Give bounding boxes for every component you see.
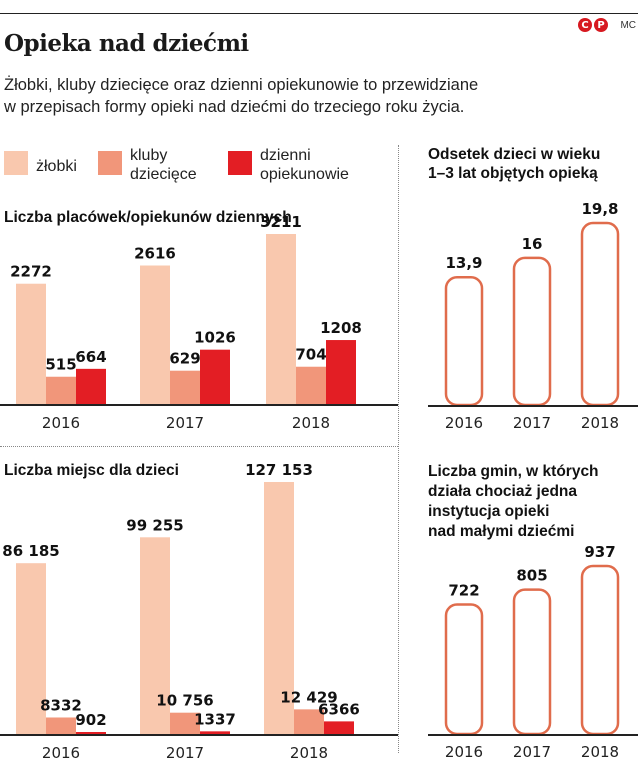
year-label-c1-2017: 2017 [166,744,204,760]
chart-title-gminy: Liczba gmin, w których działa chociaż je… [428,462,599,542]
pill-bar-c2-2018 [580,221,620,407]
chart-title-gminy-line3: instytucja opieki [428,503,550,520]
pill-bar-c3-2017 [512,588,552,736]
chart-title-gminy-line2: działa chociaż jedna [428,483,578,500]
author-initials: MC [620,20,636,31]
year-label-c2-2016: 2016 [445,414,483,432]
pill-bar-c2-2017 [512,256,552,407]
chart-title-gminy-line1: Liczba gmin, w których [428,463,599,480]
chart-title-odsetek-line2: 1–3 lat objętych opieką [428,165,598,182]
pill-bar-c2-2016 [444,275,484,407]
bar-c1-2018-kluby [294,709,324,734]
value-label-c2-2016: 13,9 [445,254,482,272]
value-label-c1-2017-zlobki: 99 255 [126,516,183,534]
legend-label-opiekunowie: dzienni opiekunowie [260,146,349,184]
bar-c1-2017-opiekunowie [200,731,230,734]
value-label-c1-2018-zlobki: 127 153 [245,461,313,479]
value-label-c1-2018-opiekunowie: 6366 [318,700,360,718]
legend-label-zlobki: żłobki [36,158,77,175]
value-label-c3-2016: 722 [448,582,479,600]
year-label-c1-2016: 2016 [42,744,80,760]
page-title: Opieka nad dziećmi [4,30,249,57]
value-label-c3-2017: 805 [516,567,547,585]
chart-title-placowki: Liczba placówek/opiekunów dziennych [4,209,292,226]
value-label-c0-2018-kluby: 704 [295,346,326,364]
chart-title-odsetek: Odsetek dzieci w wieku 1–3 lat objętych … [428,145,600,183]
top-rule [0,13,638,14]
bar-c0-2016-opiekunowie [76,368,106,404]
legend-item-kluby: kluby dziecięce [98,146,197,184]
year-label-c3-2016: 2016 [445,743,483,760]
bar-c0-2016-kluby [46,376,76,404]
legend-swatch-zlobki [4,151,28,175]
legend-swatch-kluby [98,151,122,175]
bar-c1-2017-zlobki [140,537,170,734]
value-label-c3-2018: 937 [584,543,615,561]
legend-label-opiekunowie-line1: dzienni [260,147,311,164]
pill-bar-c3-2016 [444,603,484,736]
value-label-c0-2018-zlobki: 3211 [260,213,302,231]
value-label-c0-2016-opiekunowie: 664 [75,348,106,366]
chart-title-odsetek-line1: Odsetek dzieci w wieku [428,146,601,163]
bar-c1-2016-zlobki [16,563,46,734]
chart-title-miejsca: Liczba miejsc dla dzieci [4,462,179,479]
value-label-c0-2016-zlobki: 2272 [10,263,52,281]
legend-label-kluby: kluby dziecięce [130,146,197,184]
value-label-c1-2017-kluby: 10 756 [156,692,213,710]
legend-swatch-opiekunowie [228,151,252,175]
year-label-c2-2018: 2018 [581,414,619,432]
value-label-c1-2018-kluby: 12 429 [280,688,337,706]
year-label-c3-2018: 2018 [581,743,619,760]
value-label-c1-2016-zlobki: 86 185 [2,542,59,560]
bar-c0-2016-zlobki [16,283,46,404]
value-label-c2-2018: 19,8 [581,200,618,218]
legend: żłobki kluby dziecięce dzienni opiekunow… [2,146,382,186]
year-label-c0-2016: 2016 [42,414,80,432]
value-label-c0-2017-zlobki: 2616 [134,245,176,263]
value-label-c0-2018-opiekunowie: 1208 [320,319,362,337]
bar-c1-2017-kluby [170,712,200,734]
legend-item-zlobki: żłobki [4,146,77,176]
bar-c0-2018-zlobki [266,234,296,404]
year-label-c0-2017: 2017 [166,414,204,432]
value-label-c0-2016-kluby: 515 [45,356,76,374]
publisher-logo: C P [578,18,608,34]
lead-text: Żłobki, kluby dziecięce oraz dzienni opi… [4,74,604,118]
legend-item-opiekunowie: dzienni opiekunowie [228,146,349,184]
year-label-c3-2017: 2017 [513,743,551,760]
pill-bar-c3-2018 [580,564,620,736]
year-label-c2-2017: 2017 [513,414,551,432]
bar-c0-2018-opiekunowie [326,340,356,404]
bar-c0-2017-opiekunowie [200,349,230,404]
bar-c1-2016-opiekunowie [76,732,106,734]
legend-label-kluby-line2: dziecięce [130,166,197,183]
logo-letter-p: P [594,18,608,32]
bar-c0-2017-zlobki [140,265,170,404]
lead-line-2: w przepisach formy opieki nad dziećmi do… [4,98,465,116]
value-label-c1-2016-opiekunowie: 902 [75,711,106,729]
legend-label-opiekunowie-line2: opiekunowie [260,166,349,183]
chart-title-gminy-line4: nad małymi dziećmi [428,523,575,540]
year-label-c0-2018: 2018 [292,414,330,432]
value-label-c1-2016-kluby: 8332 [40,696,82,714]
value-label-c1-2017-opiekunowie: 1337 [194,710,236,728]
bar-c0-2018-kluby [296,366,326,404]
bar-c1-2018-opiekunowie [324,721,354,734]
value-label-c0-2017-kluby: 629 [169,350,200,368]
horizontal-divider [0,446,398,447]
value-label-c2-2017: 16 [522,235,543,253]
vertical-divider [398,145,399,753]
bar-c1-2016-kluby [46,717,76,734]
bar-c1-2018-zlobki [264,482,294,734]
bar-c0-2017-kluby [170,370,200,404]
value-label-c0-2017-opiekunowie: 1026 [194,329,236,347]
logo-letter-c: C [578,18,592,32]
legend-label-kluby-line1: kluby [130,147,168,164]
lead-line-1: Żłobki, kluby dziecięce oraz dzienni opi… [4,76,479,94]
year-label-c1-2018: 2018 [290,744,328,760]
